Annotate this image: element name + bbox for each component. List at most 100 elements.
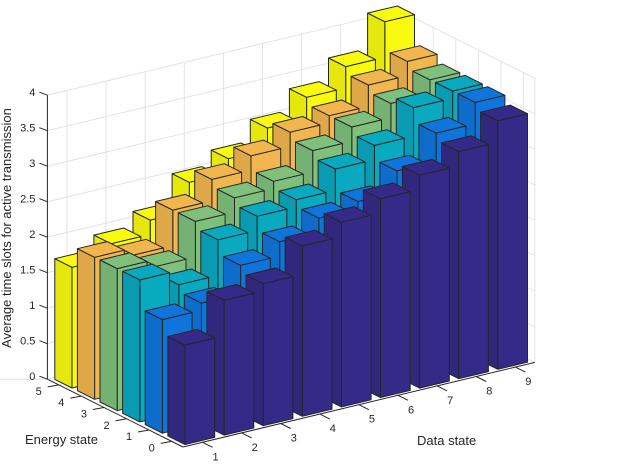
bar-side-face — [144, 310, 163, 434]
x-tick — [515, 366, 526, 373]
bar-top-face — [76, 241, 125, 258]
bar-side-face — [76, 248, 96, 400]
z-tick-label: 4 — [29, 87, 35, 99]
bar-top-face — [284, 229, 333, 247]
bar-top-face — [239, 200, 288, 217]
x-tick — [319, 413, 331, 420]
z-tick — [39, 162, 48, 167]
x-tick-label: 2 — [252, 442, 258, 454]
z-tick — [39, 233, 48, 238]
bar-top-face — [441, 135, 489, 152]
bar-top-face — [389, 45, 438, 62]
bar-top-face — [245, 267, 294, 285]
bar-top-face — [334, 110, 382, 128]
bar-top-face — [317, 152, 366, 170]
axis-labels: 0 0.5 1 1.5 2 2.5 3 3.5 4 1 2 3 4 5 6 7 8 9 0 1 2 3 4 5 — [20, 87, 531, 463]
bar-top-face — [278, 183, 327, 201]
bar-top-face — [255, 165, 304, 182]
bar-top-face — [288, 81, 337, 98]
bar-top-face — [328, 50, 376, 68]
y-tick — [47, 384, 59, 388]
bar — [167, 328, 216, 445]
z-tick-label: 1.5 — [20, 265, 35, 277]
x-tick-label: 5 — [369, 414, 375, 426]
y-tick — [160, 440, 172, 444]
bars — [54, 5, 528, 445]
z-tick-label: 2.5 — [20, 194, 35, 206]
bar-top-face — [194, 163, 243, 180]
bar-front-face — [301, 238, 333, 417]
x-tick — [476, 376, 487, 382]
bar-front-face — [497, 113, 528, 370]
bar-top-face — [395, 91, 444, 109]
bar-top-face — [480, 104, 528, 122]
bar-top-face — [311, 99, 360, 117]
z-tick-label: 3.5 — [20, 123, 35, 135]
x-tick-label: 4 — [330, 423, 336, 435]
x-axis-title: Data state — [417, 433, 476, 448]
y-tick-label: 4 — [58, 397, 64, 409]
bar-side-face — [167, 336, 186, 445]
bar-top-face — [167, 328, 216, 346]
bar-top-face — [356, 129, 405, 146]
y-tick — [115, 418, 127, 422]
y-tick-label: 1 — [126, 431, 132, 443]
bar-top-face — [323, 206, 372, 223]
z-tick — [39, 269, 48, 274]
bar-front-face — [262, 276, 294, 427]
grid-side-horizontal — [399, 10, 536, 79]
x-tick-label: 6 — [408, 404, 414, 416]
bar-front-face — [458, 143, 489, 380]
bar-top-face — [122, 263, 170, 281]
bar-top-face — [177, 205, 226, 222]
bar — [441, 135, 489, 380]
bar-side-face — [122, 270, 141, 423]
z-tick-label: 1 — [29, 300, 35, 312]
y-axis-line — [47, 378, 184, 448]
bar-front-face — [223, 292, 255, 436]
bar-top-face — [206, 284, 255, 301]
bar-top-face — [457, 86, 506, 103]
y-axis-title: Energy state — [25, 432, 98, 447]
z-tick-label: 0.5 — [20, 336, 35, 348]
y-tick-label: 3 — [81, 408, 87, 420]
y-tick-label: 5 — [36, 386, 42, 398]
bar-top-face — [412, 63, 461, 81]
x-tick-label: 7 — [447, 395, 453, 407]
y-tick-label: 0 — [149, 442, 155, 454]
x-tick-label: 9 — [525, 376, 531, 388]
x-tick-label: 8 — [486, 386, 492, 398]
bar-top-face — [155, 193, 203, 211]
x-tick — [397, 394, 409, 401]
y-tick — [92, 406, 104, 410]
bar-top-face — [144, 303, 193, 321]
bar-top-face — [362, 182, 411, 200]
grid-back-horizontal — [47, 10, 400, 96]
bar-top-face — [401, 158, 450, 176]
bar-top-face — [272, 116, 321, 133]
z-tick — [39, 375, 48, 380]
x-tick-label: 3 — [291, 433, 297, 445]
bar-side-face — [99, 259, 118, 412]
x-tick — [241, 432, 252, 439]
bar-top-face — [434, 74, 483, 92]
z-tick — [39, 198, 48, 203]
bar-top-face — [200, 223, 249, 241]
bar-top-face — [350, 68, 399, 86]
z-tick-label: 2 — [29, 229, 35, 241]
x-tick-label: 1 — [212, 451, 218, 463]
bar-top-face — [367, 5, 415, 23]
bar-top-face — [222, 249, 271, 266]
x-tick — [436, 385, 448, 392]
z-tick — [39, 127, 48, 132]
bar-top-face — [295, 134, 343, 152]
bar-top-face — [93, 227, 142, 245]
bar-top-face — [99, 252, 148, 270]
z-tick — [39, 304, 48, 309]
bar-front-face — [380, 191, 411, 398]
y-tick-label: 2 — [103, 420, 109, 432]
bar-top-face — [418, 116, 467, 134]
bar-side-face — [54, 258, 73, 389]
y-tick — [138, 429, 150, 433]
